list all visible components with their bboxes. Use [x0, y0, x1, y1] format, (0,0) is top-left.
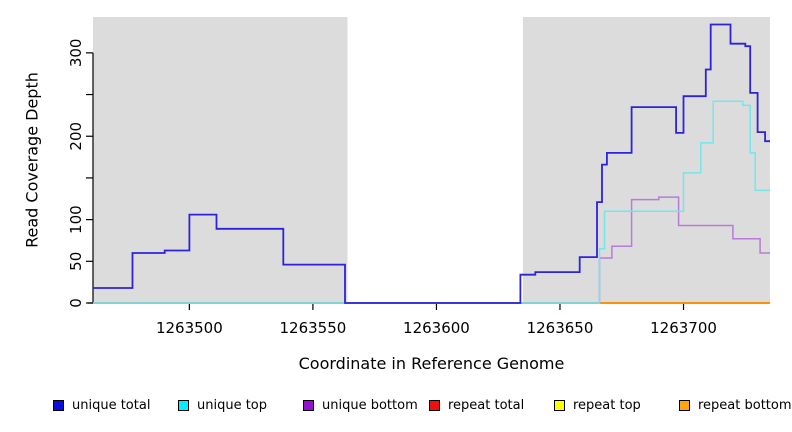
legend-item-repeat-bottom: repeat bottom: [679, 398, 792, 413]
legend-item-unique-top: unique top: [178, 398, 267, 413]
legend-item-unique-total: unique total: [53, 398, 150, 413]
legend-swatch-icon: [178, 400, 189, 411]
plot-background-band: [522, 17, 770, 303]
series-unique-bottom: [93, 196, 770, 304]
legend-label: repeat total: [448, 398, 525, 413]
legend-swatch-icon: [429, 400, 440, 411]
coverage-chart: 1263500 1263550 1263600 1263650 1263700 0 50 10…: [67, 17, 770, 337]
legend-label: unique top: [197, 398, 268, 413]
series-unique-total: [93, 23, 770, 304]
legend-swatch-icon: [53, 400, 64, 411]
legend-swatch-icon: [679, 400, 690, 411]
x-tick-label: 1263500: [156, 319, 223, 337]
legend-item-repeat-top: repeat top: [554, 398, 641, 413]
legend-swatch-icon: [303, 400, 314, 411]
y-tick-label: 100: [67, 205, 85, 234]
y-tick-label: 0: [67, 298, 85, 308]
x-tick-label: 1263600: [403, 319, 470, 337]
x-tick-label: 1263650: [527, 319, 594, 337]
legend-item-unique-bottom: unique bottom: [303, 398, 418, 413]
series-unique-top: [93, 100, 770, 304]
plot-background-band: [93, 17, 348, 303]
x-tick-label: 1263700: [650, 319, 717, 337]
legend-swatch-icon: [554, 400, 565, 411]
y-tick-label: 300: [67, 39, 85, 68]
x-tick-label: 1263550: [279, 319, 346, 337]
y-axis-title: Read Coverage Depth: [22, 72, 42, 248]
legend-label: repeat bottom: [698, 398, 792, 413]
y-tick-label: 200: [67, 122, 85, 151]
y-tick-label: 50: [67, 252, 85, 271]
legend-label: repeat top: [573, 398, 641, 413]
legend-label: unique total: [72, 398, 151, 413]
legend: unique total unique top unique bottom repea…: [0, 398, 792, 420]
x-axis-title: Coordinate in Reference Genome: [298, 354, 565, 373]
legend-item-repeat-total: repeat total: [429, 398, 524, 413]
legend-label: unique bottom: [322, 398, 418, 413]
